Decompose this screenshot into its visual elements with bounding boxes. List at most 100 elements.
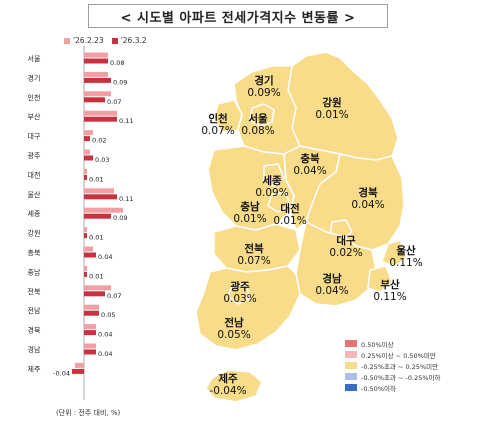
bar-prev [84, 91, 111, 97]
region-value: 0.01% [233, 213, 266, 225]
map-shapes [195, 51, 407, 403]
region-울산: 울산0.11% [389, 244, 422, 269]
region-value: 0.02% [329, 247, 362, 259]
data-label: 0.07 [107, 292, 121, 300]
region-value: 0.11% [389, 257, 422, 269]
category-label: 전남 [28, 306, 41, 315]
bar-chart: 서울 0.08 경기 0.09 인천 0.07 부산 0.11 대구 0.02 광주 0.03 대전 0.… [28, 46, 133, 400]
region-value: 0.11% [373, 291, 406, 303]
region-shape-busan [367, 265, 393, 293]
bar-curr [84, 233, 87, 239]
map-legend-item: -0.25%초과 ~ 0.25%미만 [345, 360, 441, 371]
bar-curr [84, 136, 90, 142]
bar-prev [84, 110, 117, 116]
category-label: 전북 [28, 287, 41, 296]
region-value: 0.04% [293, 165, 326, 177]
region-강원: 강원0.01% [315, 96, 348, 121]
bar-prev [84, 343, 96, 349]
region-name: 울산 [396, 244, 416, 257]
bar-prev [84, 265, 87, 271]
category-label: 부산 [28, 112, 41, 121]
region-shape-daejeon [267, 191, 291, 213]
bar-curr [84, 252, 96, 258]
region-부산: 부산0.11% [373, 278, 406, 303]
bar-curr [84, 58, 108, 64]
region-name: 경남 [322, 272, 342, 285]
region-name: 경기 [254, 74, 273, 87]
region-value: 0.09% [247, 87, 280, 99]
map-legend-item: 0.25%이상 ~ 0.50%미만 [345, 349, 441, 360]
bar-prev [84, 52, 108, 58]
legend-item-curr: '26.3.2 [111, 36, 147, 45]
region-name: 충남 [240, 200, 260, 213]
data-label: 0.03 [95, 156, 109, 164]
bar-curr [84, 330, 96, 336]
data-label: 0.01 [89, 234, 103, 242]
region-인천: 인천0.07% [201, 112, 234, 137]
bar-prev [84, 246, 93, 252]
category-label: 대전 [28, 170, 41, 179]
map-legend-item: 0.50%이상 [345, 338, 441, 349]
legend-item-prev: '26.2.23 [64, 36, 104, 45]
data-label: 0.05 [101, 311, 115, 319]
category-label: 경북 [28, 326, 41, 335]
region-전남: 전남0.05% [217, 316, 250, 341]
region-name: 서울 [248, 112, 268, 125]
bar-prev [84, 285, 111, 291]
region-name: 제주 [218, 372, 238, 385]
region-name: 세종 [262, 174, 282, 187]
data-label: 0.01 [89, 272, 103, 280]
region-광주: 광주0.03% [223, 281, 256, 305]
legend-swatch-prev [64, 37, 70, 44]
map-legend-swatch [345, 373, 357, 380]
region-세종: 세종0.09% [255, 174, 288, 199]
region-value: 0.03% [223, 293, 256, 305]
chart-legend: '26.2.23 '26.3.2 [64, 36, 147, 45]
region-shape-incheon [213, 99, 243, 133]
region-shape-gwangju [227, 283, 251, 305]
data-label: 0.04 [98, 350, 112, 358]
map-legend-item: -0.50%초과 ~ -0.25%이하 [345, 371, 441, 382]
region-value: 0.01% [315, 109, 348, 121]
bar-prev [84, 149, 90, 155]
category-label: 제주 [28, 365, 41, 373]
bar-prev [84, 207, 123, 213]
bar-curr [84, 174, 87, 180]
data-label: 0.01 [89, 175, 103, 183]
region-shape-ulsan [381, 239, 407, 267]
category-label: 울산 [28, 190, 41, 199]
bar-curr [84, 155, 93, 161]
category-label: 광주 [28, 152, 41, 160]
map-legend: 0.50%이상 0.25%이상 ~ 0.50%미만 -0.25%초과 ~ 0.25%… [345, 338, 441, 393]
region-name: 경북 [358, 186, 378, 199]
bar-prev [84, 71, 108, 77]
region-shape-gangwon [287, 51, 399, 161]
data-label: 0.09 [113, 78, 127, 86]
bar-curr [84, 97, 105, 103]
region-name: 충북 [300, 152, 320, 165]
category-label: 경기 [28, 73, 41, 82]
page-title: < 시도별 아파트 전세가격지수 변동률 > [120, 10, 356, 26]
bar-curr [84, 213, 111, 219]
region-name: 광주 [230, 281, 250, 293]
unit-note: (단위 : 전주 대비, %) [56, 409, 121, 417]
bar-curr [84, 194, 117, 200]
region-value: 0.07% [201, 125, 234, 137]
region-대전: 대전0.01% [273, 202, 306, 227]
title-box: < 시도별 아파트 전세가격지수 변동률 > [88, 4, 388, 28]
region-name: 부산 [380, 278, 400, 291]
data-label: 0.04 [98, 331, 112, 339]
map-legend-item: -0.50%이하 [345, 382, 441, 393]
category-label: 충남 [28, 267, 41, 276]
data-label: -0.04 [53, 369, 70, 377]
map-labels: 경기0.09%강원0.01%인천0.07%서울0.08%충북0.04%세종0.0… [201, 74, 422, 397]
data-label: 0.07 [107, 98, 121, 106]
map-legend-label: -0.50%초과 ~ -0.25%이하 [361, 373, 441, 382]
region-name: 전남 [224, 316, 244, 329]
region-shape-sejong [263, 163, 285, 187]
region-name: 대구 [336, 234, 356, 247]
region-shape-jeonnam [195, 265, 301, 351]
map-legend-label: 0.25%이상 ~ 0.50%미만 [361, 351, 436, 360]
region-서울: 서울0.08% [241, 112, 274, 137]
